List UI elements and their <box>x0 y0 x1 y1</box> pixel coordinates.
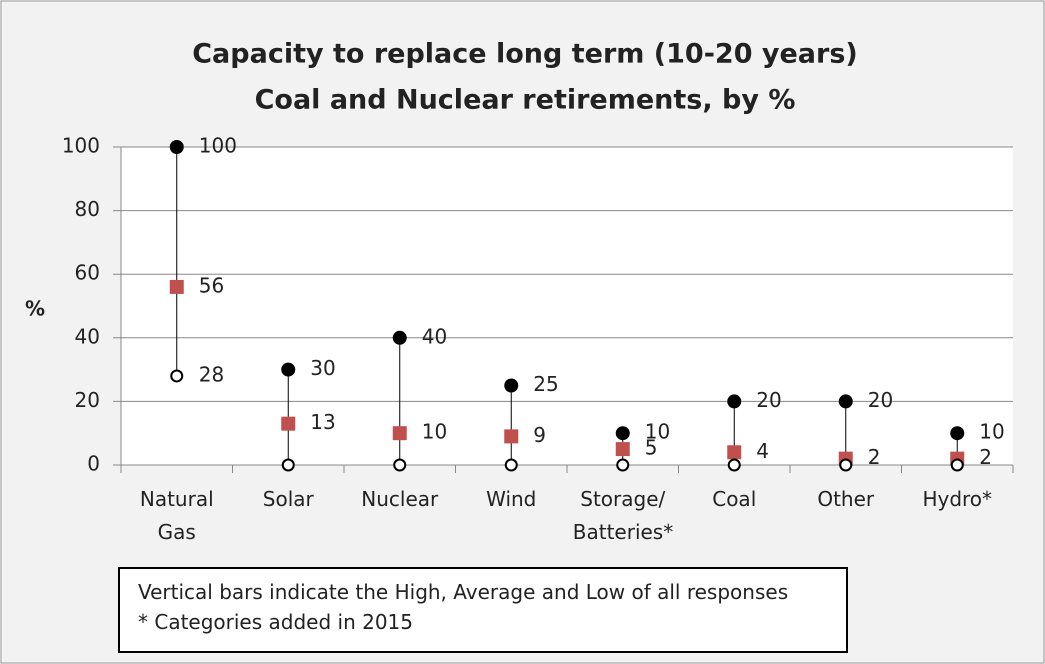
data-label: 20 <box>868 388 893 412</box>
average-marker <box>727 445 742 460</box>
x-tick-label: Hydro* <box>922 487 993 511</box>
y-tick-label: 80 <box>75 197 100 221</box>
high-marker <box>169 140 184 154</box>
y-tick-label: 40 <box>75 324 100 348</box>
average-marker <box>504 429 519 444</box>
data-label: 10 <box>645 420 670 444</box>
annotation: * Categories added in 2015 <box>138 610 414 634</box>
high-marker <box>838 394 853 409</box>
x-tick-label: Natural Gas <box>139 487 214 544</box>
x-tick-label: Other <box>817 487 875 511</box>
low-marker <box>616 458 630 472</box>
chart-subtitle: Coal and Nuclear retirements, by % <box>255 85 796 116</box>
low-marker <box>504 458 518 472</box>
plot-area <box>121 147 1013 465</box>
average-marker <box>169 279 184 294</box>
data-label: 10 <box>422 420 447 444</box>
data-label: 28 <box>199 362 224 386</box>
low-marker <box>727 458 741 472</box>
high-marker <box>950 426 965 441</box>
y-axis-label: % <box>25 297 45 321</box>
data-label: 56 <box>199 273 224 297</box>
data-label: 4 <box>756 439 769 463</box>
y-tick-label: 20 <box>75 388 100 412</box>
average-marker <box>281 416 296 431</box>
y-tick-label: 100 <box>62 134 100 158</box>
high-marker <box>727 394 742 409</box>
annotation: Vertical bars indicate the High, Average… <box>138 580 789 604</box>
data-label: 2 <box>979 445 992 469</box>
data-label: 25 <box>533 372 558 396</box>
low-marker <box>170 369 184 383</box>
high-marker <box>281 362 296 377</box>
y-tick-label: 0 <box>87 452 100 476</box>
data-label: 2 <box>868 445 881 469</box>
data-label: 5 <box>645 436 658 460</box>
annotation-box: Vertical bars indicate the High, Average… <box>118 567 848 653</box>
high-marker <box>615 426 630 441</box>
x-tick-label: Nuclear <box>361 487 439 511</box>
data-label: 100 <box>199 134 237 158</box>
y-tick-label: 60 <box>75 261 100 285</box>
data-label: 10 <box>979 420 1004 444</box>
high-marker <box>504 378 519 393</box>
average-marker <box>392 426 407 441</box>
low-marker <box>281 458 295 472</box>
average-marker <box>615 442 630 457</box>
data-label: 30 <box>310 356 335 380</box>
x-tick-label: Solar <box>262 487 314 511</box>
data-label: 20 <box>756 388 781 412</box>
high-marker <box>392 330 407 345</box>
x-tick-label: Coal <box>712 487 757 511</box>
data-label: 9 <box>533 423 546 447</box>
low-marker <box>950 458 964 472</box>
chart-title: Capacity to replace long term (10-20 yea… <box>192 39 858 70</box>
x-tick-label: Storage/ Batteries* <box>572 487 674 544</box>
x-tick-label: Wind <box>486 487 537 511</box>
data-label: 40 <box>422 324 447 348</box>
low-marker <box>839 458 853 472</box>
low-marker <box>393 458 407 472</box>
data-label: 13 <box>310 410 335 434</box>
